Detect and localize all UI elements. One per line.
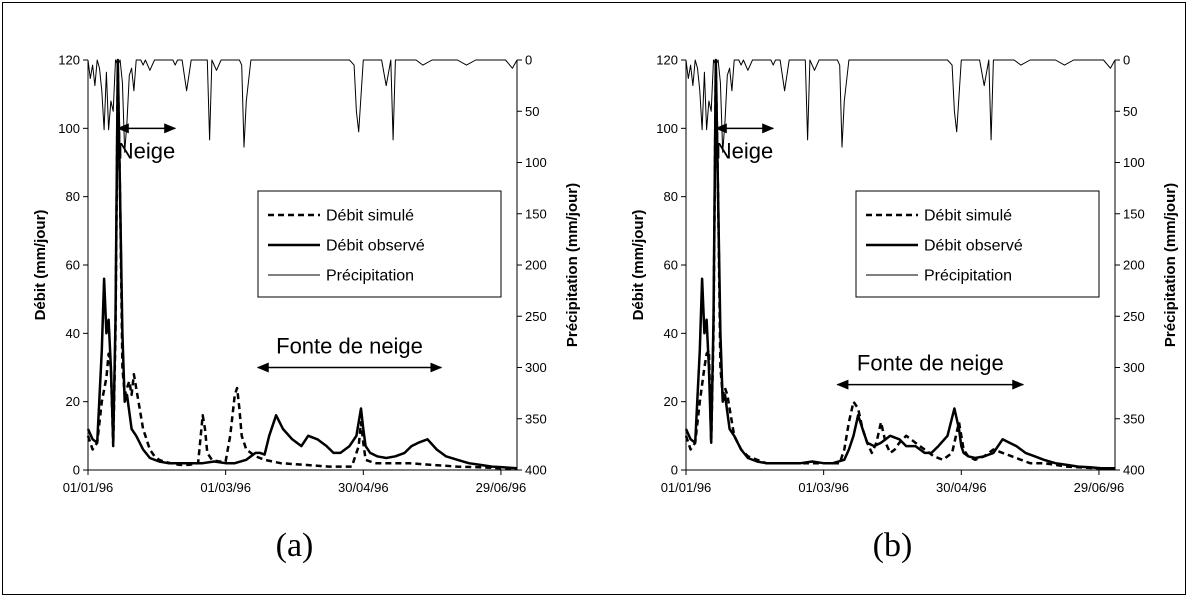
y2-axis-title: Précipitation (mm/jour) bbox=[1162, 183, 1179, 347]
y-axis-title: Débit (mm/jour) bbox=[32, 210, 49, 321]
y2-tick-label: 350 bbox=[1123, 411, 1145, 426]
y-tick-label: 0 bbox=[73, 463, 80, 478]
y2-tick-label: 350 bbox=[525, 411, 547, 426]
series-line-2 bbox=[684, 58, 1115, 470]
legend-label: Débit simulé bbox=[326, 208, 414, 225]
series-line-2 bbox=[86, 58, 518, 470]
y-tick-label: 40 bbox=[664, 326, 678, 341]
x-tick-label: 01/03/96 bbox=[200, 480, 251, 495]
y-tick-label: 100 bbox=[656, 121, 678, 136]
y-tick-label: 100 bbox=[58, 121, 80, 136]
y-tick-label: 120 bbox=[656, 53, 678, 68]
y2-tick-label: 0 bbox=[1123, 53, 1130, 68]
y-tick-label: 20 bbox=[66, 394, 80, 409]
y2-tick-label: 250 bbox=[1123, 309, 1145, 324]
chart-panel-1: 0 20 40 60 80 100 120 0 50 100 150 200 250 300 350 400 0… bbox=[32, 53, 581, 565]
y-tick-label: 20 bbox=[664, 394, 678, 409]
y-tick-label: 80 bbox=[66, 189, 80, 204]
series-line-3 bbox=[685, 59, 1116, 153]
x-tick-label: 30/04/96 bbox=[936, 480, 987, 495]
y2-tick-label: 250 bbox=[525, 309, 547, 324]
x-tick-label: 01/03/96 bbox=[798, 480, 849, 495]
legend: Débit simulé Débit observé Précipitation bbox=[257, 190, 502, 298]
y-tick-label: 60 bbox=[66, 258, 80, 273]
y2-tick-label: 200 bbox=[1123, 258, 1145, 273]
y-tick-label: 0 bbox=[671, 463, 678, 478]
legend-label: Précipitation bbox=[326, 268, 414, 285]
legend-label: Débit observé bbox=[326, 238, 425, 255]
y2-tick-label: 200 bbox=[525, 258, 547, 273]
y-tick-label: 80 bbox=[664, 189, 678, 204]
legend: Débit simulé Débit observé Précipitation bbox=[855, 190, 1100, 298]
annotation-label: Fonte de neige bbox=[276, 334, 423, 359]
annotation-label: Neige bbox=[118, 138, 175, 163]
panel-label: (a) bbox=[276, 527, 314, 564]
y2-tick-label: 150 bbox=[1123, 206, 1145, 221]
series-line-3 bbox=[87, 59, 518, 153]
y2-tick-label: 300 bbox=[525, 360, 547, 375]
x-tick-label: 01/01/96 bbox=[63, 480, 114, 495]
y2-tick-label: 50 bbox=[525, 104, 539, 119]
legend-label: Débit observé bbox=[924, 238, 1023, 255]
y2-axis-title: Précipitation (mm/jour) bbox=[564, 183, 581, 347]
y2-tick-label: 400 bbox=[525, 463, 547, 478]
y2-tick-label: 100 bbox=[1123, 155, 1145, 170]
x-tick-label: 30/04/96 bbox=[338, 480, 389, 495]
y2-tick-label: 300 bbox=[1123, 360, 1145, 375]
y2-tick-label: 100 bbox=[525, 155, 547, 170]
y2-tick-label: 50 bbox=[1123, 104, 1137, 119]
annotation-label: Neige bbox=[716, 138, 773, 163]
y2-tick-label: 0 bbox=[525, 53, 532, 68]
x-tick-label: 29/06/96 bbox=[476, 480, 527, 495]
y-axis-title: Débit (mm/jour) bbox=[630, 210, 647, 321]
x-tick-label: 29/06/96 bbox=[1074, 480, 1125, 495]
annotation-label: Fonte de neige bbox=[857, 351, 1004, 376]
y-tick-label: 60 bbox=[664, 258, 678, 273]
y-tick-label: 40 bbox=[66, 326, 80, 341]
y2-tick-label: 150 bbox=[525, 206, 547, 221]
legend-label: Débit simulé bbox=[924, 208, 1012, 225]
chart-panel-2: 0 20 40 60 80 100 120 0 50 100 150 200 250 300 350 400 0… bbox=[630, 53, 1179, 565]
y2-tick-label: 400 bbox=[1123, 463, 1145, 478]
y-tick-label: 120 bbox=[58, 53, 80, 68]
legend-label: Précipitation bbox=[924, 268, 1012, 285]
panel-label: (b) bbox=[873, 527, 913, 564]
x-tick-label: 01/01/96 bbox=[661, 480, 712, 495]
